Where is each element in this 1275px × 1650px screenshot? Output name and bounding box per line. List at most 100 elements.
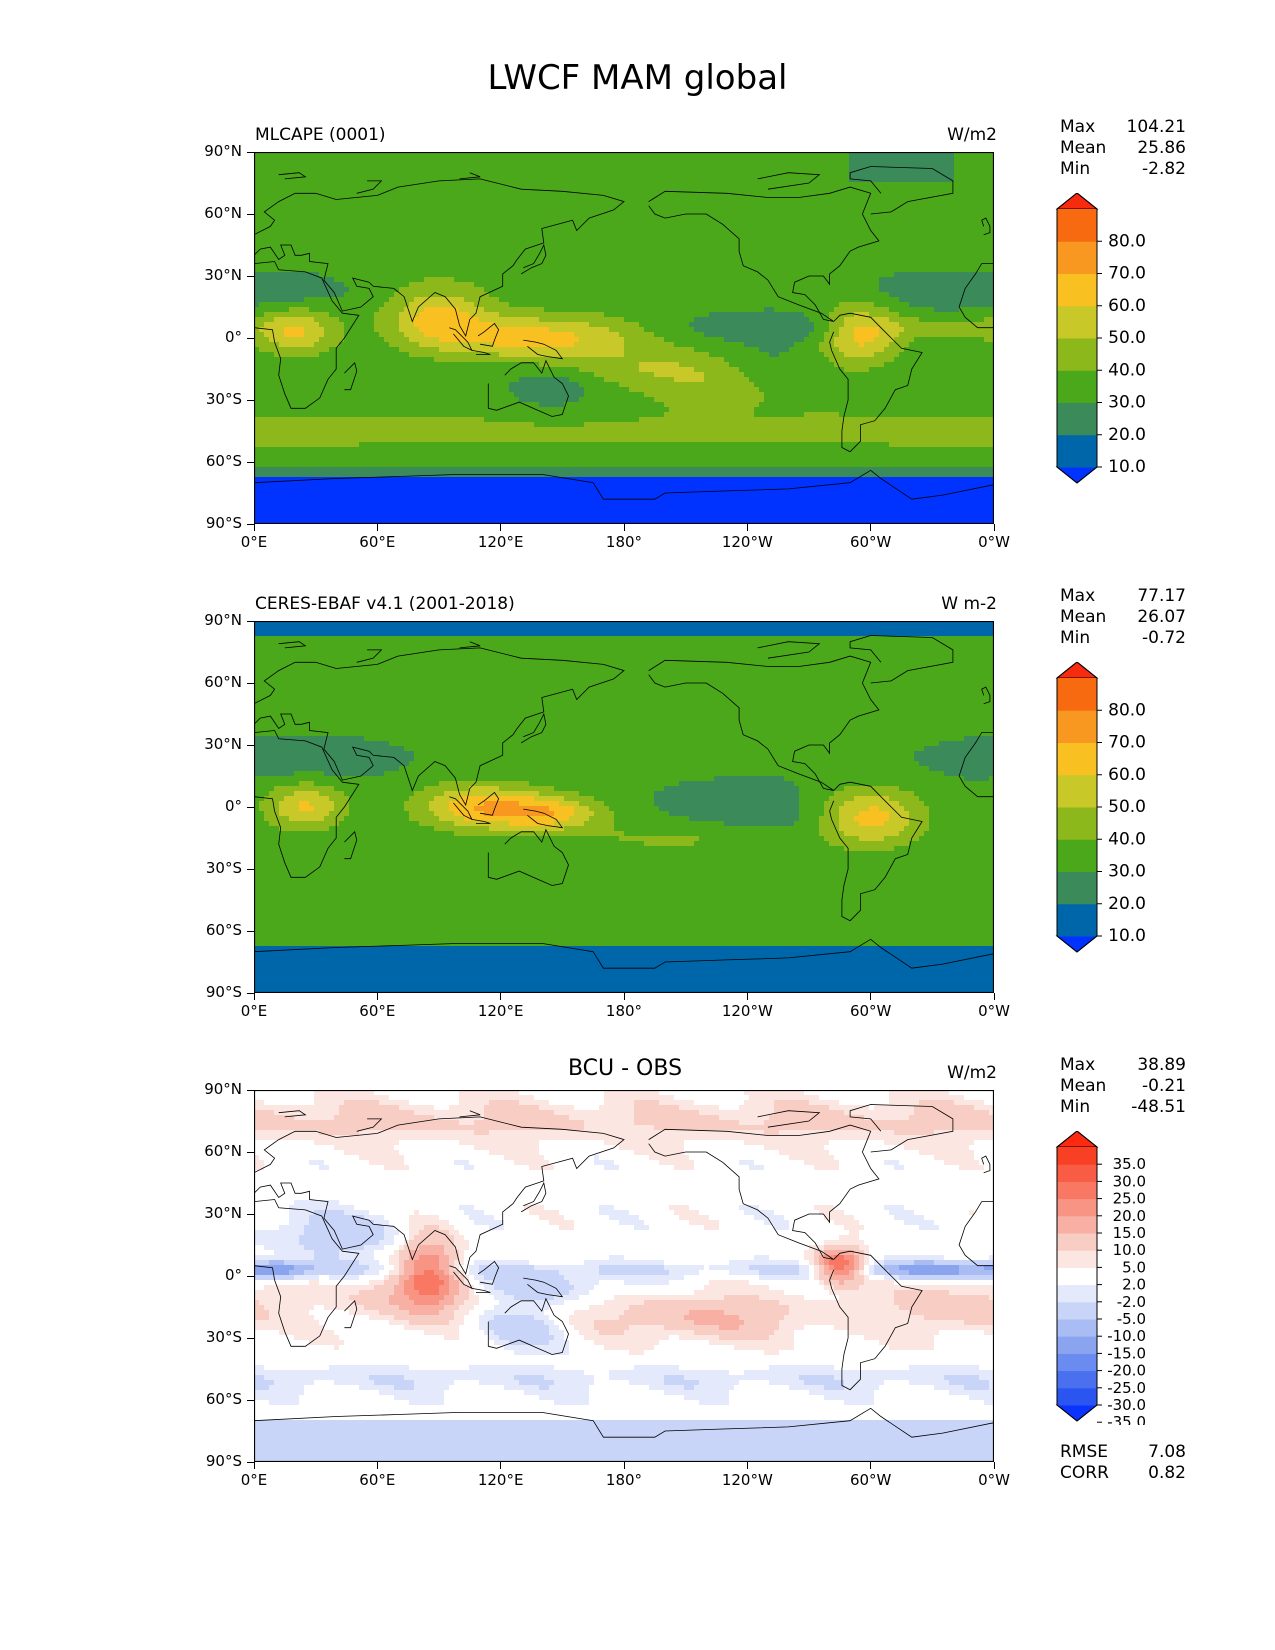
lat-tick-label: 90°S	[206, 983, 242, 1001]
colorbar-extend-max	[1055, 661, 1099, 679]
colorbar-label: -30.0	[1107, 1396, 1146, 1414]
lon-tick-label: 60°E	[337, 533, 417, 551]
lon-tick	[500, 524, 502, 531]
lat-tick	[247, 682, 254, 684]
lon-tick-label: 120°E	[461, 1471, 541, 1489]
panel-2-map	[254, 621, 994, 993]
stat-mean-value: 25.86	[1137, 138, 1186, 159]
colorbar-extend-min	[1055, 1404, 1099, 1422]
colorbar-extend-min	[1055, 935, 1099, 953]
lat-tick-label: 60°N	[204, 204, 242, 222]
lon-tick	[870, 1462, 872, 1469]
lon-tick	[870, 993, 872, 1000]
colorbar-label: 2.0	[1122, 1276, 1146, 1294]
lon-tick	[376, 1462, 379, 1469]
coastline	[459, 1110, 481, 1118]
colorbar-label: 50.0	[1108, 797, 1146, 817]
coastline	[487, 1297, 569, 1355]
lon-tick-label: 120°E	[461, 533, 541, 551]
coastline	[254, 730, 360, 878]
coastline	[344, 362, 358, 391]
colorbar-label: 35.0	[1113, 1155, 1146, 1173]
colorbar-label: 70.0	[1108, 264, 1146, 284]
coastline	[958, 732, 994, 798]
coastline	[981, 217, 991, 236]
colorbar-segment	[1057, 1336, 1097, 1354]
lon-tick	[253, 524, 255, 531]
coastline	[829, 781, 923, 922]
colorbar-label: -10.0	[1107, 1327, 1146, 1345]
stat-max-value: 38.89	[1137, 1055, 1186, 1076]
colorbar-segment	[1057, 1387, 1097, 1406]
lat-tick	[247, 1275, 254, 1277]
coastline	[278, 641, 307, 649]
lon-tick	[993, 993, 995, 1000]
coastline	[356, 1118, 383, 1132]
figure-title: LWCF MAM global	[0, 58, 1275, 98]
lon-tick	[253, 993, 255, 1000]
panel-3-map	[254, 1090, 994, 1462]
lon-tick-label: 0°E	[214, 533, 294, 551]
coastline	[356, 649, 383, 663]
coastline	[254, 938, 994, 969]
panel-1-title: MLCAPE (0001)	[255, 125, 386, 145]
coastline	[449, 327, 473, 352]
colorbar-label: 20.0	[1108, 894, 1146, 914]
colorbar-label: 80.0	[1108, 700, 1146, 720]
lon-tick-label: 0°W	[954, 1002, 1034, 1020]
lat-tick-label: 90°N	[204, 142, 242, 160]
coastline	[648, 186, 880, 322]
lat-tick	[247, 461, 254, 463]
stat-label: Min	[1060, 1097, 1090, 1118]
coastline	[523, 808, 564, 829]
lat-tick-label: 90°N	[204, 611, 242, 629]
coastline	[757, 641, 821, 659]
colorbar-segment	[1057, 1370, 1097, 1389]
lat-tick	[247, 930, 254, 932]
coastline	[254, 261, 360, 409]
colorbar-label: 20.0	[1108, 425, 1146, 445]
colorbar-label: 80.0	[1108, 231, 1146, 251]
coastline	[829, 312, 923, 453]
lon-tick	[746, 1462, 749, 1469]
lat-tick	[247, 399, 254, 401]
coastline	[487, 828, 569, 886]
map-frame	[254, 621, 994, 993]
stat-mean-value: -0.21	[1142, 1076, 1186, 1097]
stat-min-value: -0.72	[1142, 628, 1186, 649]
lat-tick	[247, 1213, 254, 1215]
panel-3-stats: Max 38.89 Mean -0.21 Min -48.51	[1060, 1055, 1186, 1118]
colorbar-segment	[1057, 1198, 1097, 1217]
colorbar-segment	[1057, 1233, 1097, 1251]
lat-tick-label: 0°	[225, 328, 242, 346]
lon-tick	[376, 993, 379, 1000]
coastline	[523, 339, 564, 360]
lat-tick	[247, 523, 254, 525]
colorbar-segment	[1057, 370, 1097, 403]
coastline	[520, 1181, 547, 1213]
stat-label: Mean	[1060, 138, 1106, 159]
colorbar-segment	[1057, 1319, 1097, 1337]
lon-tick-label: 120°W	[707, 1002, 787, 1020]
lat-tick	[247, 1337, 254, 1339]
lon-tick-label: 60°W	[831, 533, 911, 551]
coastline	[477, 1260, 500, 1285]
coastlines	[254, 1104, 994, 1438]
panel-2-stats: Max 77.17 Mean 26.07 Min -0.72	[1060, 586, 1186, 649]
panel-2-units: W m-2	[941, 594, 997, 614]
colorbar-segment	[1057, 1147, 1097, 1165]
colorbar-segment	[1057, 1250, 1097, 1268]
colorbar-label: 40.0	[1108, 360, 1146, 380]
colorbar-label: 30.0	[1113, 1172, 1146, 1190]
coastline	[958, 263, 994, 329]
colorbar-svg: 80.070.060.050.040.030.020.010.00.0	[1055, 661, 1146, 978]
colorbar-label: -20.0	[1107, 1362, 1146, 1380]
colorbar-label: 50.0	[1108, 328, 1146, 348]
lon-tick	[623, 524, 625, 531]
stat-min-value: -48.51	[1131, 1097, 1186, 1118]
colorbar-segment	[1057, 839, 1097, 872]
coastlines	[254, 635, 994, 969]
coastline	[520, 712, 547, 744]
colorbar-label: 30.0	[1108, 393, 1146, 413]
lat-tick-label: 60°N	[204, 1142, 242, 1160]
